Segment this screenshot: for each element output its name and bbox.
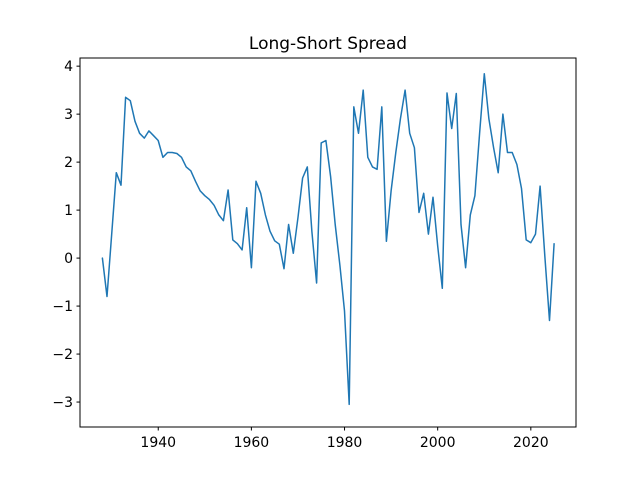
y-tick-label: 0: [64, 251, 73, 267]
spread-line-series: [101, 73, 555, 406]
axes-frame: [79, 57, 577, 428]
x-tick-label: 2020: [513, 435, 549, 451]
y-tick-label: 1: [64, 203, 73, 219]
x-tick-label: 1980: [327, 435, 363, 451]
x-axis-tick-labels: 1940 1960 1980 2000 2020: [140, 435, 548, 451]
y-axis-tick-labels: −3 −2 −1 0 1 2 3 4: [52, 59, 73, 411]
x-axis-ticks: [157, 427, 532, 431]
y-tick-label: 4: [64, 59, 73, 75]
x-tick-label: 1960: [234, 435, 270, 451]
y-tick-label: 3: [64, 107, 73, 123]
y-tick-label: 2: [64, 155, 73, 171]
x-tick-label: 2000: [420, 435, 456, 451]
y-tick-label: −3: [52, 395, 73, 411]
x-tick-label: 1940: [140, 435, 176, 451]
y-axis-ticks: [76, 65, 80, 403]
y-tick-label: −1: [52, 299, 73, 315]
chart-title: Long-Short Spread: [249, 34, 407, 54]
y-tick-label: −2: [52, 347, 73, 363]
